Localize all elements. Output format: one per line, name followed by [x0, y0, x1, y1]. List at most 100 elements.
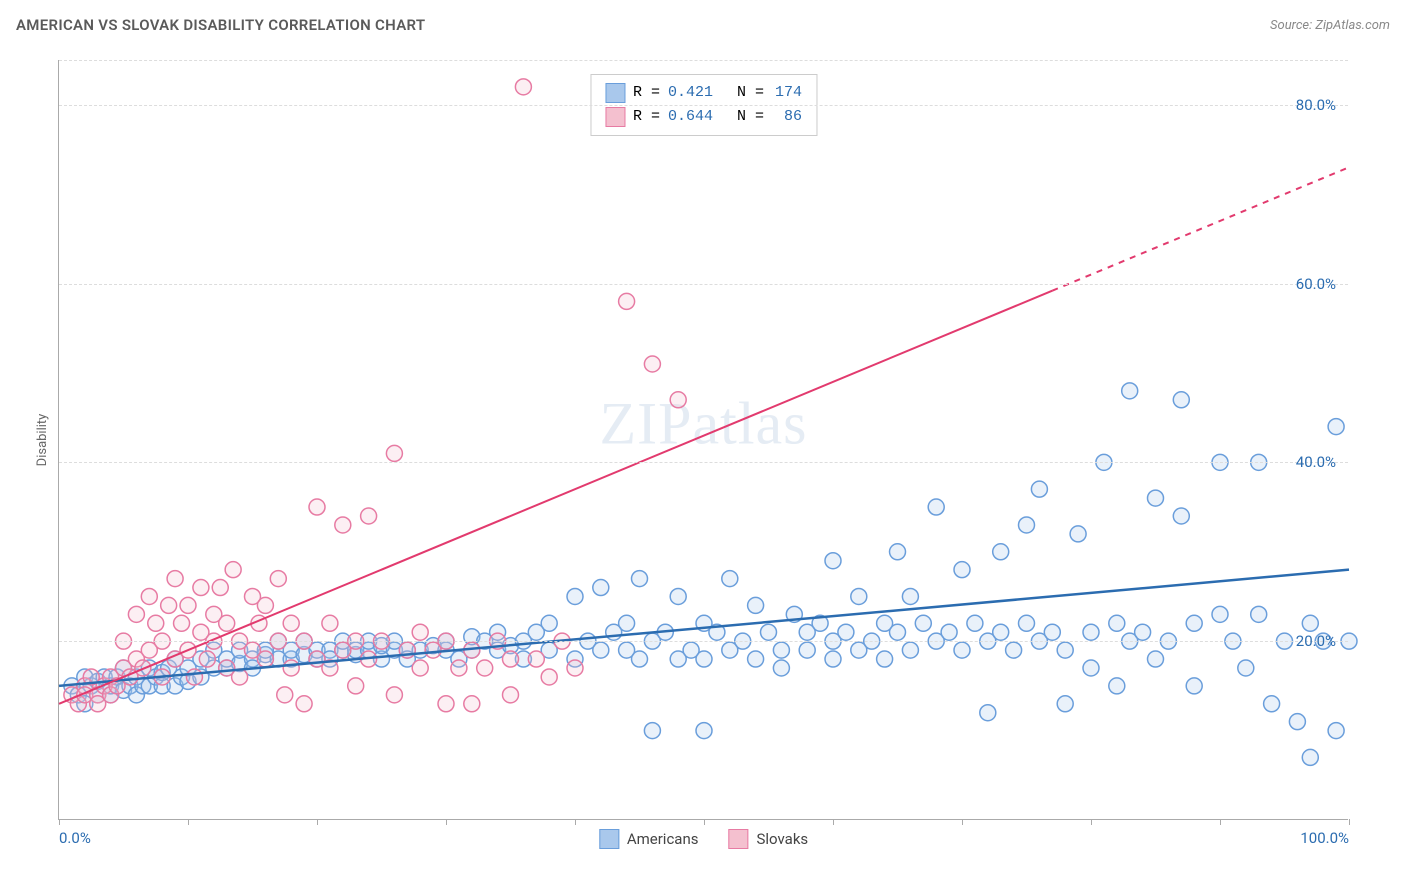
data-point	[528, 651, 544, 667]
data-point	[1148, 490, 1164, 506]
data-point	[1057, 696, 1073, 712]
data-point	[1019, 615, 1035, 631]
data-point	[1302, 615, 1318, 631]
data-point	[877, 651, 893, 667]
data-point	[902, 588, 918, 604]
gridline	[59, 284, 1348, 285]
data-point	[277, 687, 293, 703]
stats-row: R =0.644N =86	[605, 105, 802, 129]
data-point	[761, 624, 777, 640]
data-point	[541, 615, 557, 631]
data-point	[1057, 642, 1073, 658]
legend-swatch	[605, 107, 625, 127]
data-point	[464, 696, 480, 712]
legend-swatch	[729, 829, 749, 849]
trend-line-dashed	[1052, 167, 1349, 290]
stat-r-value: 0.421	[668, 81, 713, 105]
data-point	[219, 615, 235, 631]
data-point	[283, 615, 299, 631]
data-point	[825, 553, 841, 569]
x-tick-label: 100.0%	[1300, 829, 1349, 847]
data-point	[799, 642, 815, 658]
data-point	[1006, 642, 1022, 658]
data-point	[890, 544, 906, 560]
data-point	[270, 571, 286, 587]
x-tick	[446, 819, 447, 825]
data-point	[361, 508, 377, 524]
x-tick-label: 0.0%	[59, 829, 91, 847]
legend-swatch	[605, 83, 625, 103]
data-point	[954, 642, 970, 658]
data-point	[225, 562, 241, 578]
data-point	[1173, 508, 1189, 524]
data-point	[941, 624, 957, 640]
data-point	[722, 571, 738, 587]
x-tick	[962, 819, 963, 825]
data-point	[412, 660, 428, 676]
gridline	[59, 462, 1348, 463]
data-point	[283, 660, 299, 676]
data-point	[141, 588, 157, 604]
data-point	[451, 660, 467, 676]
data-point	[670, 588, 686, 604]
legend-label: Americans	[627, 830, 699, 848]
gridline	[59, 641, 1348, 642]
data-point	[1135, 624, 1151, 640]
data-point	[503, 651, 519, 667]
data-point	[696, 723, 712, 739]
data-point	[1212, 606, 1228, 622]
data-point	[915, 615, 931, 631]
data-point	[593, 642, 609, 658]
data-point	[593, 580, 609, 596]
data-point	[257, 651, 273, 667]
data-point	[1186, 678, 1202, 694]
data-point	[193, 580, 209, 596]
data-point	[619, 293, 635, 309]
legend-swatch	[599, 829, 619, 849]
data-point	[696, 651, 712, 667]
gridline	[59, 60, 1348, 61]
legend-item: Slovaks	[729, 829, 809, 849]
data-point	[1289, 714, 1305, 730]
data-point	[541, 669, 557, 685]
stat-r-label: R =	[633, 81, 660, 105]
gridline	[59, 105, 1348, 106]
y-tick-label: 60.0%	[1296, 275, 1336, 293]
data-point	[515, 79, 531, 95]
data-point	[1328, 419, 1344, 435]
data-point	[1109, 678, 1125, 694]
bottom-legend: Americans Slovaks	[599, 829, 808, 849]
data-point	[167, 571, 183, 587]
data-point	[825, 651, 841, 667]
x-tick	[1091, 819, 1092, 825]
data-point	[212, 580, 228, 596]
data-point	[322, 615, 338, 631]
data-point	[890, 624, 906, 640]
stat-r-value: 0.644	[668, 105, 713, 129]
data-point	[1328, 723, 1344, 739]
source-label: Source: ZipAtlas.com	[1270, 18, 1390, 33]
data-point	[161, 597, 177, 613]
data-point	[967, 615, 983, 631]
x-tick	[704, 819, 705, 825]
stat-r-label: R =	[633, 105, 660, 129]
data-point	[309, 499, 325, 515]
x-tick	[59, 819, 60, 825]
legend-item: Americans	[599, 829, 699, 849]
data-point	[257, 597, 273, 613]
x-tick	[1349, 819, 1350, 825]
x-tick	[188, 819, 189, 825]
stat-n-label: N =	[737, 81, 764, 105]
y-tick-label: 80.0%	[1296, 96, 1336, 114]
y-tick-label: 20.0%	[1296, 632, 1336, 650]
data-point	[993, 624, 1009, 640]
data-point	[1044, 624, 1060, 640]
plot-svg	[59, 60, 1348, 819]
data-point	[412, 624, 428, 640]
x-tick	[1220, 819, 1221, 825]
data-point	[1148, 651, 1164, 667]
data-point	[954, 562, 970, 578]
data-point	[174, 615, 190, 631]
data-point	[1302, 749, 1318, 765]
data-point	[1122, 383, 1138, 399]
